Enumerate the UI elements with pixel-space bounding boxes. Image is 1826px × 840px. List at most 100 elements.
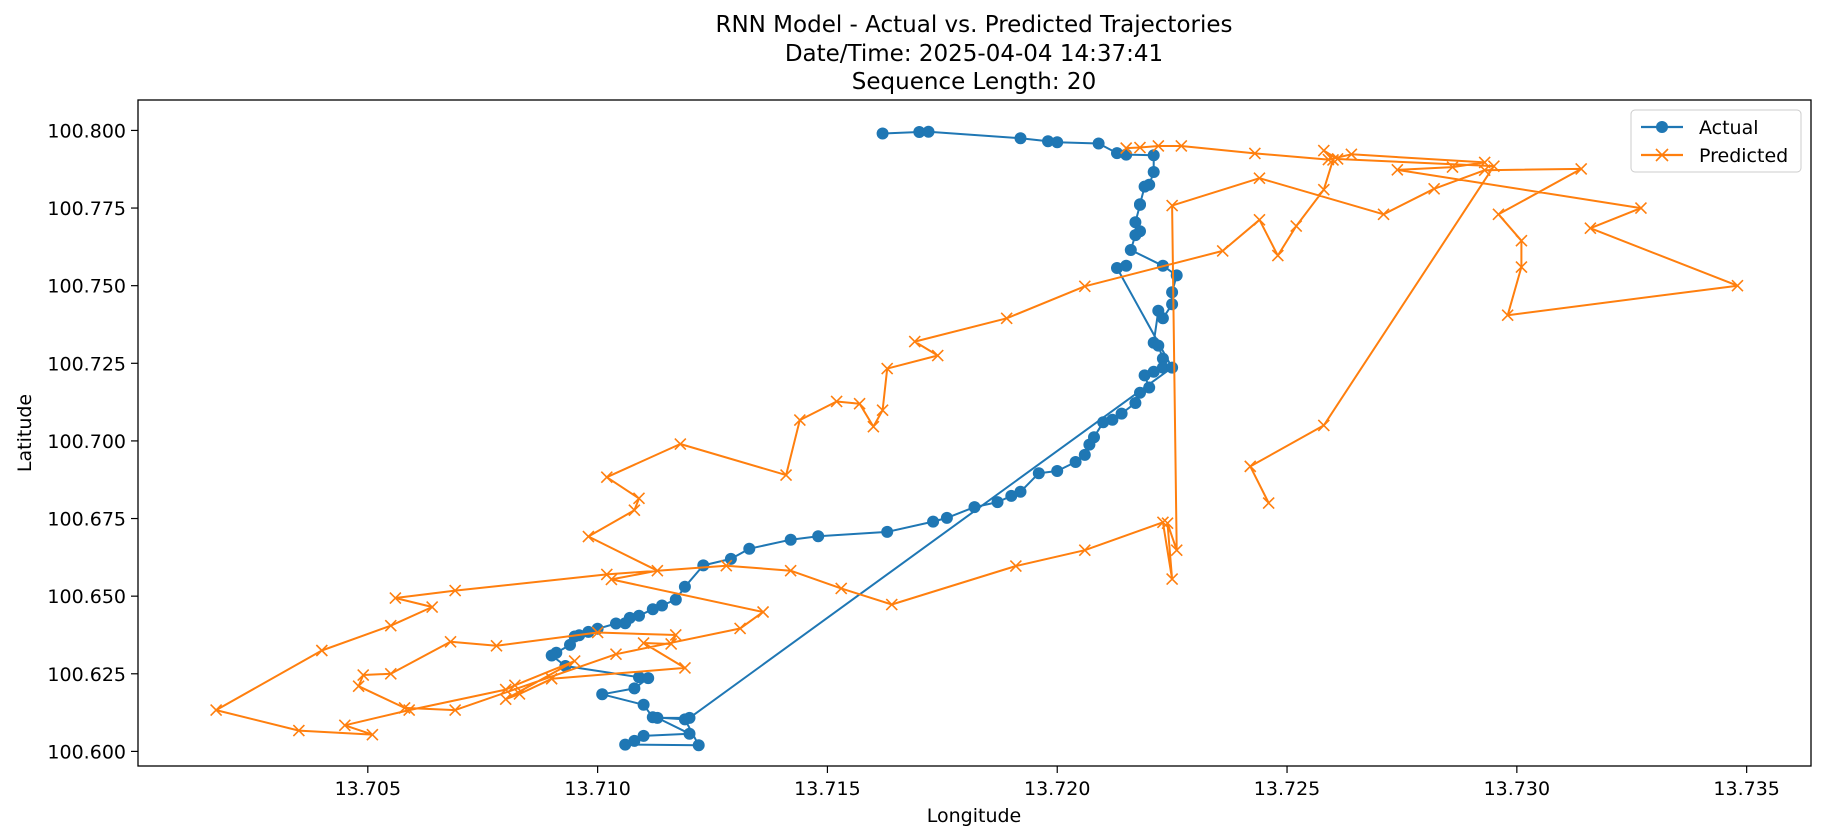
predicted-point — [1244, 460, 1257, 473]
actual-point — [683, 727, 696, 740]
legend-actual-label: Actual — [1699, 117, 1759, 139]
predicted-point — [1271, 249, 1284, 262]
actual-point — [1014, 485, 1027, 498]
actual-point — [927, 515, 940, 528]
predicted-point — [384, 667, 397, 680]
actual-point — [1129, 229, 1142, 242]
actual-point — [812, 530, 825, 543]
actual-point — [922, 125, 935, 138]
actual-point — [564, 638, 576, 651]
predicted-point — [1501, 309, 1514, 322]
actual-point — [596, 688, 609, 701]
actual-point — [692, 739, 705, 752]
predicted-point — [1152, 139, 1165, 153]
x-tick-label: 13.710 — [564, 778, 630, 800]
predicted-point — [674, 437, 687, 451]
actual-point — [678, 580, 691, 593]
actual-point — [545, 649, 558, 662]
x-tick-label: 13.735 — [1713, 778, 1779, 800]
actual-point — [1042, 135, 1054, 148]
predicted-point — [449, 584, 462, 597]
predicted-point — [292, 724, 305, 737]
x-axis-ticks: 13.705 13.710 13.715 13.720 13.725 13.730 13.7… — [335, 766, 1780, 800]
predicted-point — [885, 598, 898, 611]
predicted-point — [1391, 163, 1404, 176]
x-tick-label: 13.715 — [794, 778, 860, 800]
predicted-point — [1634, 201, 1648, 215]
actual-point — [1143, 381, 1156, 394]
predicted-point — [867, 420, 880, 433]
actual-point — [1138, 180, 1151, 193]
predicted-point — [1731, 279, 1744, 292]
predicted-point — [338, 719, 351, 732]
actual-point — [683, 711, 696, 724]
actual-point — [1152, 304, 1165, 317]
x-tick-label: 13.720 — [1024, 778, 1090, 800]
predicted-point — [1428, 182, 1441, 195]
actual-point — [968, 501, 981, 514]
predicted-point — [793, 414, 806, 427]
predicted-point — [499, 683, 512, 696]
legend-box — [1630, 109, 1802, 173]
predicted-point — [1078, 280, 1091, 293]
predicted-point — [1317, 419, 1330, 432]
actual-point — [876, 127, 889, 140]
actual-point — [784, 533, 797, 546]
predicted-point — [651, 564, 664, 577]
legend: Actual Predicted — [1630, 109, 1802, 173]
actual-point — [1166, 361, 1179, 374]
y-tick-label: 100.700 — [47, 431, 126, 453]
predicted-point — [499, 693, 512, 706]
y-tick-label: 100.775 — [47, 198, 126, 220]
actual-point — [1051, 465, 1064, 477]
predicted-point — [784, 564, 797, 577]
predicted-point — [1478, 164, 1491, 177]
x-tick-label: 13.730 — [1484, 778, 1550, 800]
actual-point — [1147, 166, 1160, 178]
predicted-point — [1253, 172, 1266, 185]
y-tick-label: 100.650 — [47, 586, 126, 608]
predicted-point — [1262, 496, 1275, 510]
predicted-point — [1156, 516, 1170, 529]
predicted-point — [1216, 244, 1229, 257]
actual-point — [651, 711, 664, 724]
predicted-point — [632, 492, 646, 505]
actual-point — [1134, 386, 1146, 399]
actual-point — [656, 599, 668, 612]
predicted-point — [568, 654, 581, 668]
predicted-point — [1120, 142, 1133, 155]
actual-point — [637, 729, 650, 742]
actual-point — [1078, 448, 1091, 461]
actual-point — [1032, 467, 1045, 480]
predicted-point — [426, 600, 439, 614]
actual-point — [619, 738, 632, 751]
actual-point — [1069, 456, 1082, 468]
actual-point — [628, 682, 641, 695]
chart-title-line-1: RNN Model - Actual vs. Predicted Traject… — [715, 12, 1232, 38]
actual-point — [628, 734, 641, 747]
predicted-point — [1248, 147, 1261, 160]
actual-point — [610, 617, 622, 630]
predicted-point — [1078, 544, 1091, 557]
predicted-point — [637, 636, 650, 650]
actual-point — [1083, 438, 1096, 451]
predicted-point — [490, 639, 503, 652]
actual-point — [1120, 148, 1133, 161]
actual-point — [1111, 262, 1123, 274]
actual-point — [1156, 352, 1169, 365]
predicted-point — [1161, 517, 1174, 530]
y-tick-label: 100.675 — [47, 509, 126, 531]
actual-point — [1129, 397, 1142, 409]
legend-predicted-label: Predicted — [1699, 145, 1788, 167]
series-predicted — [210, 139, 1744, 741]
predicted-point — [384, 619, 397, 632]
predicted-point — [1166, 199, 1179, 212]
predicted-point — [366, 728, 379, 741]
y-tick-label: 100.600 — [47, 741, 126, 763]
actual-point — [991, 496, 1004, 509]
predicted-point — [1377, 208, 1390, 221]
predicted-point — [1446, 161, 1459, 174]
x-tick-label: 13.705 — [335, 778, 401, 800]
predicted-point — [757, 605, 770, 619]
